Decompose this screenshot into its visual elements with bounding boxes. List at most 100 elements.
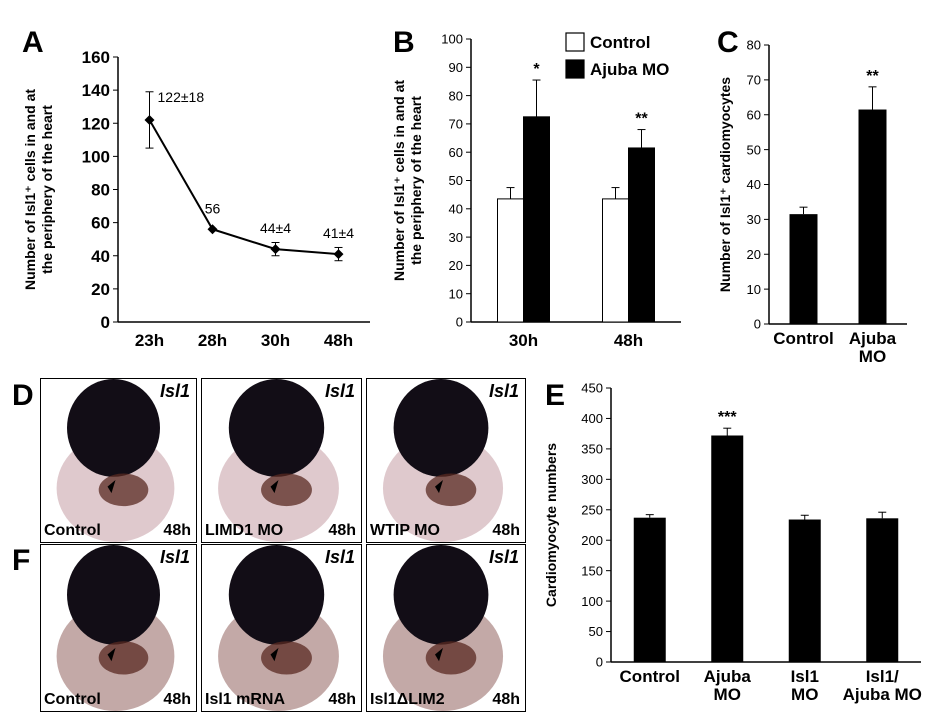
chart-b-y-tick-label: 100: [441, 32, 463, 47]
panel-letter-e: E: [545, 379, 565, 412]
chart-a-y-tick-label: 20: [91, 280, 110, 299]
chart-a-data-point: [144, 114, 155, 125]
chart-a-y-tick-label: 100: [82, 147, 110, 166]
time-label: 48h: [492, 522, 520, 539]
chart-e-y-tick-label: 150: [581, 563, 603, 578]
chart-b-y-tick-label: 80: [449, 88, 463, 103]
embryo-photo-d-1: Isl1 Control 48h: [40, 378, 197, 543]
chart-a-data-label: 56: [205, 200, 221, 216]
condition-label: Isl1ΔLIM2: [370, 691, 445, 708]
chart-b: 0 10 20 30 40 50 60 70 80 90 100 Number of Isl1⁺ ce…: [391, 32, 681, 350]
time-label: 48h: [163, 522, 191, 539]
chart-a-y-tick-label: 140: [82, 81, 110, 100]
gene-label: Isl1: [488, 547, 519, 567]
chart-e-y-tick-label: 300: [581, 472, 603, 487]
chart-a-x-tick-label: 23h: [135, 331, 164, 350]
embryo-photo-f-2: Isl1 Isl1 mRNA 48h: [201, 544, 362, 712]
chart-c-y-tick-label: 50: [747, 142, 761, 157]
chart-a-series-line: [148, 119, 339, 256]
chart-e-y-tick-label: 0: [596, 655, 603, 670]
chart-c-y-tick-label: 10: [747, 282, 761, 297]
panel-letter-f: F: [12, 544, 30, 577]
chart-e-bar: [711, 435, 744, 662]
panel-letter-c: C: [717, 26, 739, 59]
chart-c-y-tick-label: 0: [754, 317, 761, 332]
embryo-image: [56, 545, 175, 711]
chart-c-y-tick-label: 80: [747, 38, 761, 53]
chart-a-x-tick-label: 48h: [324, 331, 353, 350]
chart-e-y-tick-label: 100: [581, 594, 603, 609]
chart-a-y-tick-label: 0: [101, 313, 110, 332]
chart-e-significance-label: ***: [718, 409, 737, 426]
chart-e-y-tick-label: 200: [581, 533, 603, 548]
chart-e-bar: [788, 519, 821, 662]
chart-a-x-tick-label: 28h: [198, 331, 227, 350]
chart-b-y-tick-label: 40: [449, 201, 463, 216]
chart-c-y-axis-label: Number of Isl1⁺ cardiomyocytes: [717, 77, 733, 292]
chart-b-y-tick-label: 20: [449, 258, 463, 273]
time-label: 48h: [163, 691, 191, 708]
chart-b-x-tick-label: 30h: [509, 331, 538, 350]
arrowhead-icon: [107, 480, 116, 494]
embryo-image: [382, 379, 504, 542]
condition-label: Control: [44, 691, 101, 708]
arrowhead-icon: [107, 647, 116, 662]
chart-b-y-tick-label: 60: [449, 145, 463, 160]
chart-b-y-tick-label: 0: [456, 315, 463, 330]
chart-b-bar: [523, 116, 550, 323]
chart-c-bar: [858, 109, 887, 324]
embryo-image: [218, 545, 339, 711]
embryo-image: [382, 545, 504, 711]
chart-e-y-tick-label: 350: [581, 442, 603, 457]
isl1-staining: [98, 473, 149, 507]
condition-label: WTIP MO: [370, 522, 440, 539]
chart-b-bar: [628, 147, 655, 323]
chart-b-x-tick-label: 48h: [614, 331, 643, 350]
arrowhead-icon: [270, 480, 279, 494]
chart-e-y-tick-label: 250: [581, 502, 603, 517]
isl1-staining: [261, 473, 312, 507]
gene-label: Isl1: [488, 381, 519, 401]
chart-b-bar: [602, 198, 629, 323]
chart-e-x-tick-label: Ajuba MO: [704, 667, 752, 704]
chart-b-legend-label: Control: [590, 33, 650, 52]
condition-label: LIMD1 MO: [205, 522, 284, 539]
chart-c-y-tick-label: 20: [747, 247, 761, 262]
embryo-photo-f-1: Isl1 Control 48h: [40, 544, 197, 712]
chart-a-data-label: 41±4: [323, 225, 354, 241]
condition-label: Control: [44, 522, 101, 539]
chart-a-x-tick-label: 30h: [261, 331, 290, 350]
embryo-image: [56, 379, 175, 542]
arrowhead-icon: [435, 647, 443, 662]
chart-b-y-tick-label: 30: [449, 230, 463, 245]
chart-b-significance-label: *: [533, 61, 540, 78]
embryo-image: [218, 379, 339, 542]
isl1-staining: [425, 641, 477, 675]
chart-e-x-tick-label: Isl1/Ajuba MO: [843, 667, 922, 704]
chart-b-significance-label: **: [635, 111, 648, 128]
chart-a-data-point: [333, 249, 344, 260]
panel-letter-d: D: [12, 379, 34, 412]
panel-letter-b: B: [393, 26, 415, 59]
chart-c-y-tick-label: 60: [747, 107, 761, 122]
chart-a-y-tick-label: 160: [82, 48, 110, 67]
chart-c: 0 10 20 30 40 50 60 70 80 Number of Isl1⁺ cardiom…: [717, 38, 907, 366]
chart-c-bar: [789, 214, 818, 324]
chart-a: 0 20 40 60 80 100 120 140 160 Number of Isl1⁺ cel…: [22, 48, 370, 350]
embryo-head: [67, 545, 160, 645]
gene-label: Isl1: [159, 381, 190, 401]
chart-b-y-tick-label: 90: [449, 60, 463, 75]
time-label: 48h: [492, 691, 520, 708]
chart-b-y-tick-label: 50: [449, 173, 463, 188]
gene-label: Isl1: [324, 381, 355, 401]
chart-c-x-tick-label: Ajuba MO: [849, 329, 897, 366]
chart-e-y-tick-label: 400: [581, 411, 603, 426]
time-label: 48h: [328, 691, 356, 708]
chart-a-y-tick-label: 80: [91, 181, 110, 200]
chart-e-y-tick-label: 50: [589, 624, 603, 639]
chart-a-data-point: [270, 244, 281, 255]
isl1-staining: [425, 473, 477, 507]
arrowhead-icon: [435, 480, 443, 494]
chart-a-data-point: [207, 224, 218, 235]
